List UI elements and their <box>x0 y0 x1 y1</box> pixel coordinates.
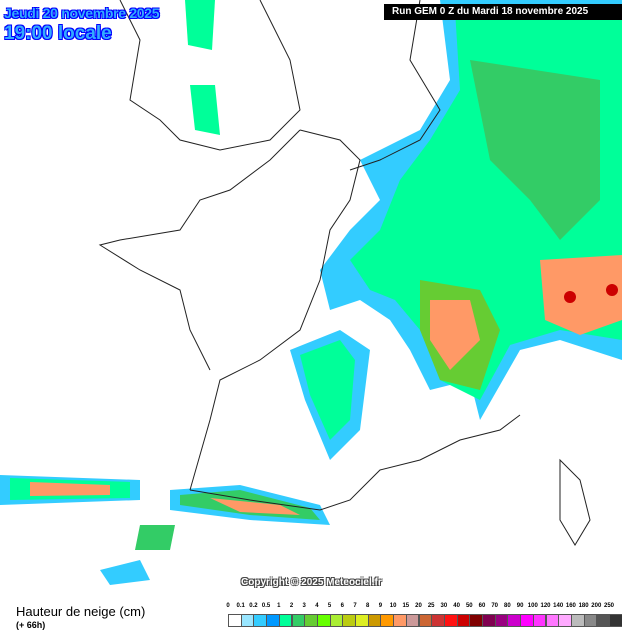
legend-swatch <box>431 614 445 627</box>
legend-label: 5 <box>327 603 332 609</box>
legend-label: 160 <box>565 603 576 609</box>
legend-label: 30 <box>440 603 448 609</box>
run-label: Run GEM 0 Z du Mardi 18 novembre 2025 <box>384 4 622 20</box>
coastlines <box>98 0 591 546</box>
legend-label: 0.1 <box>236 603 245 609</box>
map-title: Hauteur de neige (cm) <box>16 604 146 619</box>
legend-swatch <box>329 614 344 627</box>
legend-swatch <box>291 614 306 627</box>
legend-swatch <box>494 614 509 627</box>
legend-label: 50 <box>465 603 473 609</box>
legend-label: 0.2 <box>249 603 258 609</box>
legend-swatch <box>507 614 522 627</box>
legend-label: 9 <box>378 603 383 609</box>
legend-swatch <box>443 614 458 627</box>
legend-label: 200 <box>591 603 602 609</box>
legend-label: 25 <box>427 603 435 609</box>
legend-label: 8 <box>366 603 370 609</box>
legend-swatch <box>316 614 331 627</box>
legend-label: 70 <box>491 603 499 609</box>
legend-label: 80 <box>504 603 511 609</box>
map-canvas <box>0 0 622 585</box>
legend-swatch <box>228 614 242 627</box>
legend-swatch <box>304 614 318 627</box>
legend-label: 40 <box>453 603 460 609</box>
legend-label: 60 <box>478 603 486 609</box>
legend-swatch <box>596 614 610 627</box>
legend-label: 180 <box>578 603 589 609</box>
legend-swatch <box>570 614 585 627</box>
legend-label: 90 <box>516 603 524 609</box>
legend-swatch <box>456 614 471 627</box>
forecast-time: 19:00 locale <box>4 23 112 44</box>
legend-label: 10 <box>389 603 397 609</box>
legend-label: 0 <box>226 603 230 609</box>
legend-swatch <box>520 614 534 627</box>
color-legend: 0 0.1 0.2 0.5 1 2 3 4 5 6 7 8 9 10 15 20 25 30 40 50 60 70 80 9… <box>226 603 622 631</box>
legend-swatch <box>367 614 382 627</box>
legend-label: 15 <box>402 603 410 609</box>
copyright: Copyright © 2025 Meteociel.fr <box>241 577 382 588</box>
legend-swatch <box>583 614 598 627</box>
legend-swatch <box>482 614 496 627</box>
legend-swatch <box>266 614 280 627</box>
legend-label: 0.5 <box>261 603 271 609</box>
legend-label: 1 <box>277 603 281 609</box>
legend-label: 20 <box>415 603 422 609</box>
legend-label: 3 <box>302 603 306 609</box>
legend-swatch <box>355 614 369 627</box>
legend-swatch <box>405 614 420 627</box>
legend-label: 6 <box>340 603 344 609</box>
legend-swatch <box>545 614 560 627</box>
legend-swatch <box>278 614 293 627</box>
legend-label: 250 <box>603 603 615 609</box>
legend-label: 100 <box>527 603 538 609</box>
legend-swatch <box>558 614 572 627</box>
legend-swatch <box>469 614 483 627</box>
legend-swatch <box>532 614 547 627</box>
legend-swatch <box>253 614 268 627</box>
legend-swatch <box>609 614 622 627</box>
forecast-date: Jeudi 20 novembre 2025 <box>4 5 160 21</box>
legend-swatch <box>380 614 395 627</box>
legend-label: 7 <box>353 603 357 609</box>
legend-swatch <box>418 614 433 627</box>
legend-label: 140 <box>553 603 564 609</box>
legend-swatch <box>393 614 407 627</box>
legend-label: 2 <box>289 603 294 609</box>
snow-field <box>0 0 622 585</box>
legend-swatch <box>240 614 255 627</box>
legend-swatch <box>342 614 356 627</box>
legend-label: 120 <box>540 603 551 609</box>
legend-label: 4 <box>315 603 319 609</box>
lead-time: (+ 66h) <box>16 620 46 630</box>
